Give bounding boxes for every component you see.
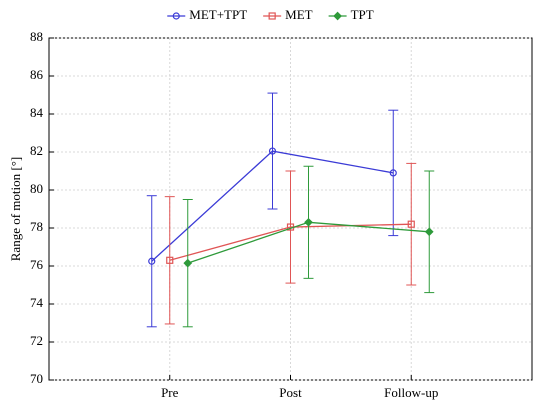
x-tick-label: Follow-up xyxy=(384,385,438,400)
data-point xyxy=(424,227,434,237)
y-tick-label: 80 xyxy=(30,181,43,196)
y-tick-label: 84 xyxy=(30,105,44,120)
y-tick-label: 82 xyxy=(30,143,43,158)
legend-label: MET xyxy=(285,7,313,22)
y-tick-label: 86 xyxy=(30,67,44,82)
data-point xyxy=(268,147,277,155)
data-point xyxy=(183,258,193,268)
legend-marker xyxy=(333,11,342,21)
x-tick-label: Post xyxy=(279,385,302,400)
data-point xyxy=(304,217,313,227)
series-line xyxy=(151,150,394,262)
legend-marker xyxy=(172,12,180,20)
legend: MET+TPT MET TPT xyxy=(167,7,374,22)
y-tick-label: 70 xyxy=(30,371,43,386)
legend-label: MET+TPT xyxy=(189,7,247,22)
data-point xyxy=(407,220,415,228)
series-line xyxy=(169,223,412,261)
x-tick-label: Pre xyxy=(161,385,179,400)
y-tick-label: 78 xyxy=(30,219,43,234)
y-tick-label: 74 xyxy=(30,295,44,310)
data-point xyxy=(389,169,397,177)
legend-label: TPT xyxy=(351,7,374,22)
legend-marker xyxy=(268,12,276,20)
data-point xyxy=(166,256,174,264)
data-point xyxy=(148,257,156,265)
y-tick-label: 76 xyxy=(30,257,44,272)
y-tick-label: 72 xyxy=(30,333,43,348)
y-axis-label: Range of motion [°] xyxy=(8,157,23,261)
y-tick-label: 88 xyxy=(30,29,43,44)
